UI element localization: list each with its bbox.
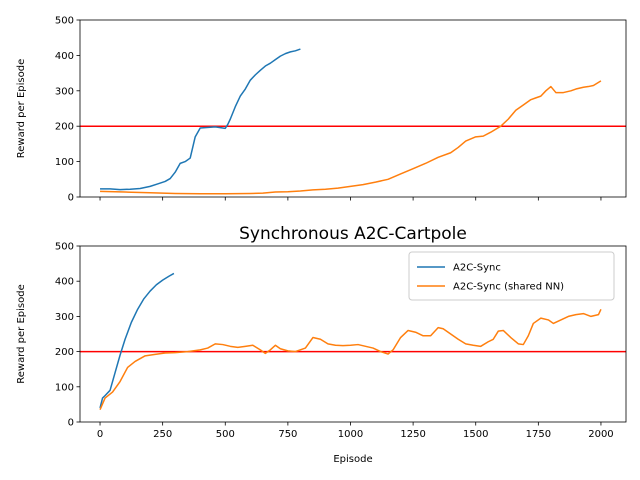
y-axis-label: Reward per Episode xyxy=(16,284,27,383)
legend-label: A2C-Sync xyxy=(453,263,501,274)
series-line-1 xyxy=(99,309,602,410)
y-tick-label: 100 xyxy=(55,382,74,393)
x-tick-label: 0 xyxy=(97,429,103,440)
series-line-0 xyxy=(99,272,175,409)
chart-title: Synchronous A2C-Cartpole xyxy=(239,224,467,244)
x-tick-label: 2000 xyxy=(588,429,613,440)
x-tick-label: 250 xyxy=(153,429,172,440)
bottom-chart: 0 100 200 300 400 500 0 250 500 750 1000 1250 1500 17… xyxy=(16,224,627,465)
y-tick-label: 200 xyxy=(55,122,74,133)
legend-label: A2C-Sync (shared NN) xyxy=(453,282,564,293)
y-tick-label: 400 xyxy=(55,51,74,62)
series-line-0 xyxy=(100,48,301,191)
y-tick-label: 500 xyxy=(55,16,74,27)
y-tick-label: 100 xyxy=(55,157,74,168)
x-tick-label: 1500 xyxy=(463,429,488,440)
y-axis-label: Reward per Episode xyxy=(16,59,27,158)
x-tick-label: 750 xyxy=(278,429,297,440)
y-tick-label: 400 xyxy=(55,277,74,288)
legend: A2C-Sync A2C-Sync (shared NN) xyxy=(408,251,615,301)
y-tick-label: 300 xyxy=(55,86,74,97)
series-line-1 xyxy=(100,80,602,195)
y-tick-label: 300 xyxy=(55,312,74,323)
x-axis-label: Episode xyxy=(333,454,372,465)
legend-box xyxy=(408,251,615,301)
plot-area xyxy=(80,20,626,197)
axes-frame xyxy=(79,245,627,423)
axes-frame xyxy=(79,19,627,198)
x-tick-label: 1250 xyxy=(400,429,425,440)
y-tick-label: 0 xyxy=(68,193,74,204)
top-chart: 0 100 200 300 400 500 Reward per Episode xyxy=(16,16,627,204)
y-tick-label: 0 xyxy=(68,418,74,429)
x-tick-label: 1750 xyxy=(526,429,551,440)
y-tick-label: 500 xyxy=(55,242,74,253)
x-tick-label: 1000 xyxy=(338,429,363,440)
x-tick-label: 500 xyxy=(216,429,235,440)
y-tick-label: 200 xyxy=(55,347,74,358)
